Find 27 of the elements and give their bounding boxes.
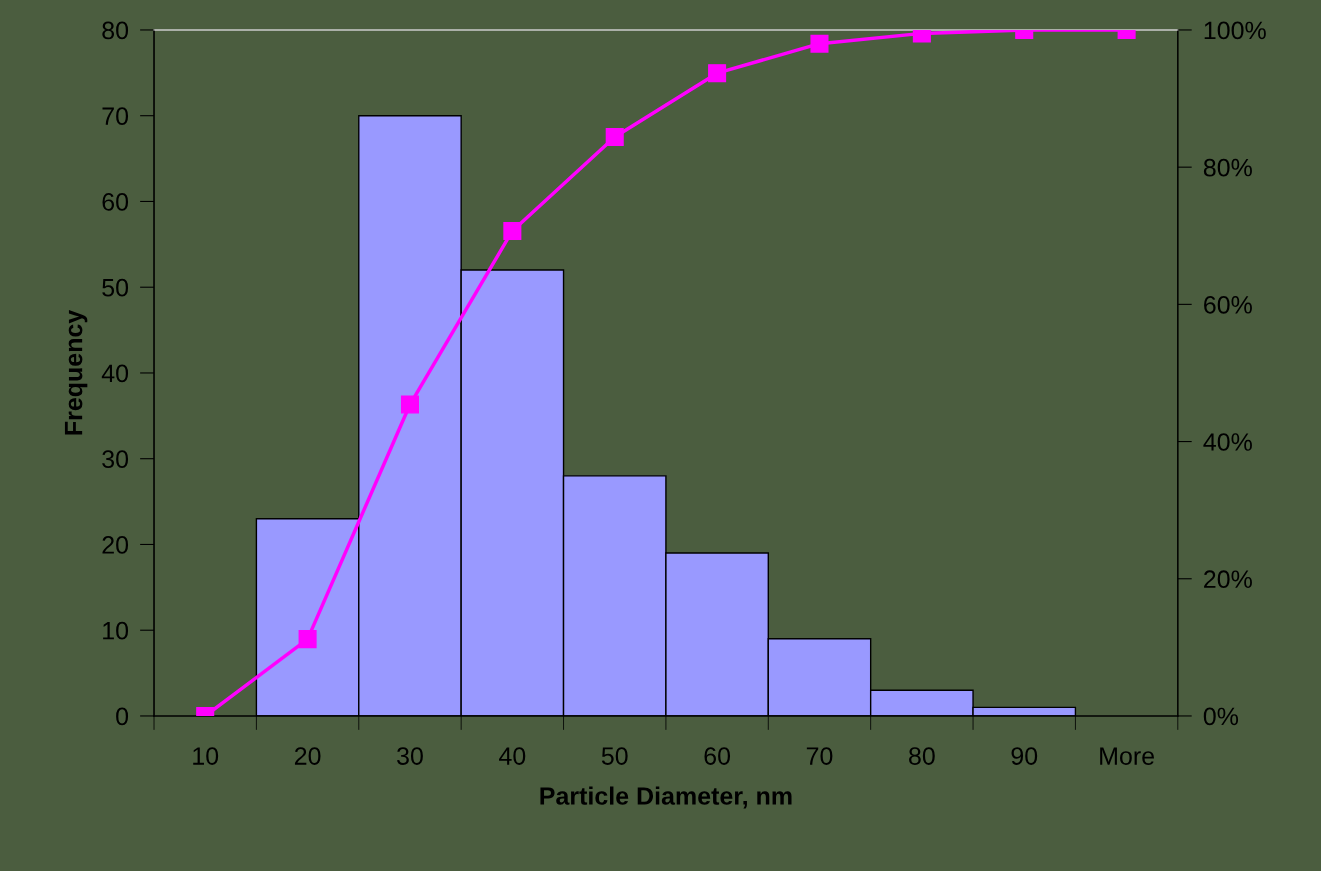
y-axis-title: Frequency [64, 309, 88, 435]
y-tick-label: 70 [102, 107, 129, 126]
y-tick-label: 30 [102, 450, 129, 469]
y2-tick-label: 60% [1204, 295, 1252, 314]
y2-tick-label: 80% [1203, 158, 1252, 177]
y2-tick-label: 100% [1204, 21, 1266, 40]
y2-tick-label: 40% [1203, 433, 1252, 451]
x-tick-label: 30 [397, 747, 423, 765]
y-tick-label: 60 [102, 193, 129, 211]
x-tick-label: 90 [1011, 747, 1038, 765]
y-tick-label: 10 [103, 621, 129, 640]
y2-tick-label: 0% [1203, 707, 1239, 726]
x-tick-label: 60 [704, 747, 731, 765]
x-tick-label: 20 [294, 747, 321, 765]
x-tick-label: 50 [601, 747, 628, 765]
y2-tick-label: 20% [1204, 570, 1252, 589]
x-axis-title: Particle Diameter, nm [540, 786, 792, 809]
x-tick-label: 40 [499, 747, 526, 765]
y-tick-label: 40 [101, 364, 129, 383]
y-tick-label: 0 [116, 707, 129, 726]
x-tick-label: 80 [909, 747, 935, 765]
x-tick-label: 70 [806, 747, 833, 765]
y-tick-label: 50 [102, 278, 129, 297]
y-tick-label: 80 [102, 21, 129, 40]
y-tick-label: 20 [102, 536, 129, 554]
x-tick-label: More [1100, 747, 1154, 765]
x-tick-label: 10 [193, 747, 219, 765]
